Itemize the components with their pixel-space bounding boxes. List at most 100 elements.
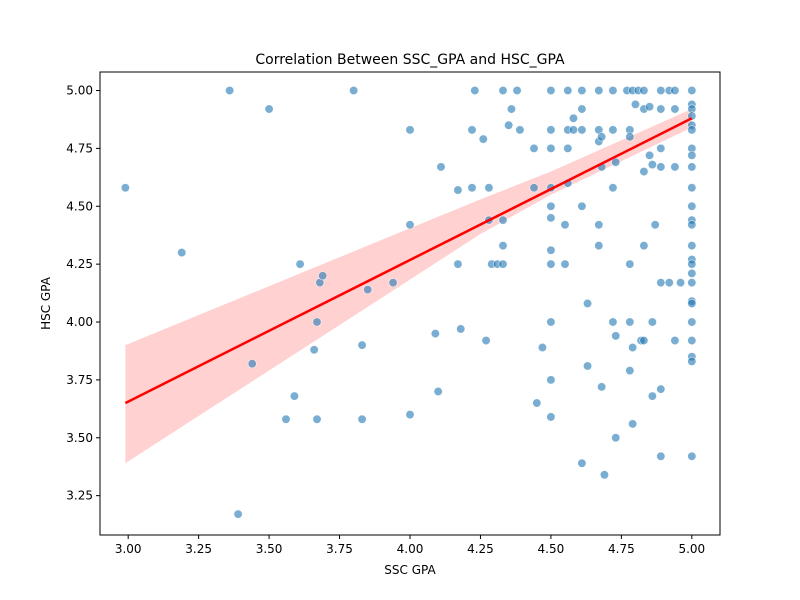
data-point (546, 259, 556, 269)
data-point (577, 125, 587, 135)
data-point (498, 259, 508, 269)
data-point (309, 345, 319, 355)
data-point (512, 86, 522, 96)
y-tick-label: 4.50 (66, 199, 93, 213)
data-point (349, 86, 359, 96)
data-point (687, 451, 697, 461)
data-point (504, 120, 514, 130)
data-point (583, 361, 593, 371)
data-point (594, 86, 604, 96)
x-tick-label: 3.75 (326, 542, 353, 556)
y-tick-label: 3.50 (66, 431, 93, 445)
data-point (478, 134, 488, 144)
data-point (650, 220, 660, 230)
data-point (656, 162, 666, 172)
data-point (625, 366, 635, 376)
x-tick-label: 4.00 (397, 542, 424, 556)
data-point (247, 359, 257, 369)
data-point (529, 143, 539, 153)
data-point (639, 167, 649, 177)
data-point (687, 125, 697, 135)
data-point (687, 317, 697, 327)
data-point (599, 470, 609, 480)
data-point (687, 241, 697, 251)
data-point (546, 213, 556, 223)
data-point (687, 162, 697, 172)
data-point (594, 241, 604, 251)
data-point (289, 391, 299, 401)
data-point (656, 143, 666, 153)
data-point (656, 384, 666, 394)
data-point (597, 132, 607, 142)
data-point (453, 185, 463, 195)
data-point (433, 386, 443, 396)
data-point (670, 86, 680, 96)
data-point (611, 331, 621, 341)
data-point (312, 317, 322, 327)
x-tick-label: 4.50 (538, 542, 565, 556)
x-tick-label: 4.75 (608, 542, 635, 556)
data-point (687, 201, 697, 211)
data-point (687, 220, 697, 230)
data-point (456, 324, 466, 334)
data-point (656, 451, 666, 461)
data-point (546, 143, 556, 153)
y-tick-label: 4.25 (66, 257, 93, 271)
data-point (484, 183, 494, 193)
data-point (611, 157, 621, 167)
data-point (498, 86, 508, 96)
data-point (577, 104, 587, 114)
data-point (647, 391, 657, 401)
data-point (577, 86, 587, 96)
data-point (529, 183, 539, 193)
x-axis-ticks: 3.00 3.25 3.50 3.75 4.00 4.25 4.50 4.75 5.00 (115, 535, 705, 556)
data-point (537, 342, 547, 352)
data-point (645, 102, 655, 112)
data-point (363, 285, 373, 295)
data-point (625, 317, 635, 327)
data-point (467, 183, 477, 193)
points-layer (120, 86, 697, 519)
data-point (670, 104, 680, 114)
data-point (560, 220, 570, 230)
data-point (546, 125, 556, 135)
data-point (676, 278, 686, 288)
x-tick-label: 4.25 (467, 542, 494, 556)
data-point (597, 382, 607, 392)
data-point (546, 245, 556, 255)
data-point (639, 241, 649, 251)
data-point (687, 336, 697, 346)
y-tick-label: 3.75 (66, 373, 93, 387)
data-point (546, 375, 556, 385)
x-axis-label: SSC GPA (384, 563, 436, 577)
data-point (577, 458, 587, 468)
data-point (281, 414, 291, 424)
data-point (670, 336, 680, 346)
data-point (647, 160, 657, 170)
data-point (430, 329, 440, 339)
chart-title: Correlation Between SSC_GPA and HSC_GPA (255, 52, 565, 68)
data-point (405, 410, 415, 420)
data-point (177, 248, 187, 258)
data-point (656, 86, 666, 96)
data-point (560, 259, 570, 269)
confidence-band (125, 109, 692, 464)
data-point (546, 201, 556, 211)
data-point (670, 162, 680, 172)
y-tick-label: 4.75 (66, 141, 93, 155)
data-point (546, 412, 556, 422)
data-point (470, 86, 480, 96)
data-point (357, 340, 367, 350)
data-point (546, 317, 556, 327)
data-point (664, 278, 674, 288)
regression-line (124, 117, 693, 405)
data-point (577, 201, 587, 211)
data-point (388, 278, 398, 288)
data-point (568, 125, 578, 135)
data-point (532, 398, 542, 408)
data-point (583, 298, 593, 308)
data-point (628, 342, 638, 352)
data-point (687, 298, 697, 308)
data-point (225, 86, 235, 96)
